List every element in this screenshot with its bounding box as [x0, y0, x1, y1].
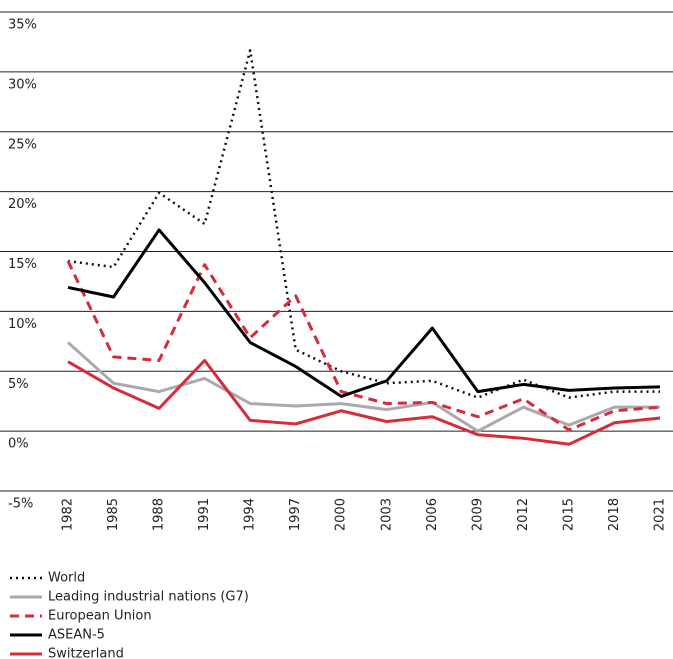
legend-label: ASEAN-5 — [48, 628, 105, 643]
legend-label: European Union — [48, 609, 152, 624]
x-tick-label: 2003 — [379, 498, 394, 531]
y-tick-label: 25% — [8, 137, 37, 152]
series-line — [67, 49, 660, 399]
legend-label: Leading industrial nations (G7) — [48, 590, 249, 605]
x-tick-label: 2018 — [607, 498, 622, 531]
y-tick-label: 20% — [8, 197, 37, 212]
y-tick-label: 30% — [8, 77, 37, 92]
legend-label: Switzerland — [48, 647, 124, 659]
series-line — [67, 341, 660, 433]
x-tick-label: 2015 — [561, 498, 576, 531]
series-line — [66, 260, 661, 432]
x-tick-label: 2009 — [470, 498, 485, 531]
legend-label: World — [48, 571, 85, 586]
x-tick-label: 1994 — [243, 498, 258, 531]
y-tick-label: -5% — [8, 497, 33, 512]
series-line — [67, 228, 661, 398]
x-tick-label: 2021 — [653, 498, 668, 531]
x-tick-label: 1997 — [288, 498, 303, 531]
y-tick-label: 10% — [8, 317, 37, 332]
y-tick-label: 0% — [8, 437, 29, 452]
x-tick-label: 2006 — [425, 498, 440, 531]
x-tick-label: 2012 — [516, 498, 531, 531]
series-line — [67, 358, 661, 446]
y-tick-label: 5% — [8, 377, 29, 392]
x-tick-label: 1985 — [106, 498, 121, 531]
x-tick-label: 1982 — [61, 498, 76, 531]
x-tick-label: 1991 — [197, 498, 212, 531]
y-tick-label: 35% — [8, 18, 37, 33]
x-tick-label: 1988 — [152, 498, 167, 531]
y-tick-label: 15% — [8, 257, 37, 272]
x-tick-label: 2000 — [334, 498, 349, 531]
